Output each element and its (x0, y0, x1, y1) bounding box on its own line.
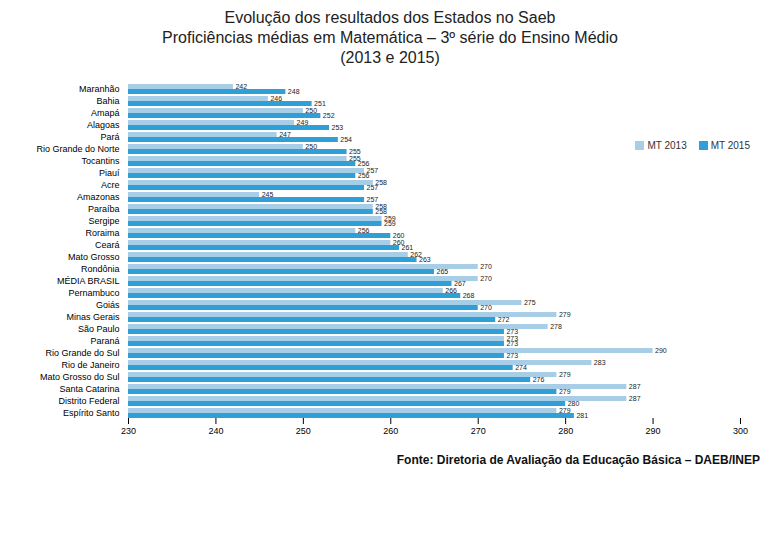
svg-text:252: 252 (323, 112, 335, 119)
svg-text:Ceará: Ceará (95, 240, 120, 250)
svg-text:250: 250 (296, 426, 311, 436)
svg-text:290: 290 (655, 347, 667, 354)
svg-text:262: 262 (410, 251, 422, 259)
svg-text:Maranhão: Maranhão (79, 84, 120, 94)
svg-text:Sergipe: Sergipe (88, 216, 119, 226)
svg-text:255: 255 (349, 148, 361, 155)
svg-text:Mato Grosso do Sul: Mato Grosso do Sul (40, 372, 120, 382)
svg-text:290: 290 (646, 426, 661, 436)
svg-text:283: 283 (594, 359, 606, 366)
svg-text:273: 273 (506, 328, 518, 335)
svg-text:266: 266 (445, 287, 457, 294)
svg-text:Goiás: Goiás (96, 300, 120, 310)
svg-text:279: 279 (559, 388, 571, 395)
svg-text:256: 256 (358, 160, 370, 167)
svg-text:253: 253 (332, 124, 344, 131)
svg-text:258: 258 (375, 208, 387, 215)
svg-text:281: 281 (576, 412, 588, 419)
svg-text:248: 248 (288, 88, 300, 95)
html-text:MT 2015: MT 2015 (710, 140, 750, 151)
svg-text:246: 246 (270, 95, 282, 102)
svg-text:273: 273 (506, 352, 518, 359)
svg-text:Amapá: Amapá (91, 108, 120, 118)
svg-text:Rondônia: Rondônia (81, 264, 120, 274)
svg-text:273: 273 (506, 335, 519, 343)
svg-text:270: 270 (480, 275, 492, 282)
svg-text:Distrito Federal: Distrito Federal (58, 396, 119, 406)
svg-text:Pernambuco: Pernambuco (68, 288, 119, 298)
svg-text:270: 270 (480, 263, 492, 270)
svg-text:Paraíba: Paraíba (88, 204, 120, 214)
svg-text:230: 230 (121, 426, 136, 436)
html-text:Evolução dos resultados dos Es: Evolução dos resultados dos Estados no S… (224, 9, 556, 26)
svg-text:279: 279 (559, 371, 571, 378)
svg-text:Roraima: Roraima (85, 228, 119, 238)
svg-text:287: 287 (629, 383, 641, 390)
svg-text:Rio de Janeiro: Rio de Janeiro (61, 360, 119, 370)
svg-text:265: 265 (437, 268, 449, 275)
svg-text:261: 261 (402, 244, 414, 251)
svg-text:Espírito Santo: Espírito Santo (63, 408, 120, 418)
svg-text:247: 247 (279, 131, 291, 138)
svg-text:Minas Gerais: Minas Gerais (66, 312, 120, 322)
html-text:(2013 e 2015): (2013 e 2015) (340, 49, 440, 66)
svg-text:Paraná: Paraná (90, 336, 119, 346)
svg-text:250: 250 (305, 107, 317, 114)
svg-text:Tocantins: Tocantins (81, 156, 120, 166)
svg-text:260: 260 (392, 239, 405, 247)
svg-text:263: 263 (419, 256, 431, 263)
svg-text:Bahia: Bahia (96, 96, 119, 106)
svg-text:Mato Grosso: Mato Grosso (68, 252, 120, 262)
svg-text:280: 280 (568, 400, 580, 407)
svg-text:274: 274 (515, 364, 527, 371)
html-text:MT 2013: MT 2013 (647, 140, 687, 151)
svg-text:245: 245 (262, 191, 274, 198)
svg-text:300: 300 (733, 426, 748, 436)
svg-text:258: 258 (375, 179, 387, 187)
svg-text:256: 256 (358, 227, 370, 234)
svg-text:São Paulo: São Paulo (78, 324, 120, 334)
svg-text:Alagoas: Alagoas (87, 120, 120, 130)
svg-text:240: 240 (208, 426, 223, 436)
svg-text:Pará: Pará (100, 132, 119, 142)
svg-text:260: 260 (383, 426, 398, 436)
svg-text:260: 260 (393, 232, 405, 239)
svg-text:259: 259 (384, 215, 396, 223)
svg-text:249: 249 (297, 119, 309, 126)
html-text:Fonte: Diretoria de Avaliação: Fonte: Diretoria de Avaliação da Educaçã… (396, 453, 760, 467)
svg-text:Rio Grande do Norte: Rio Grande do Norte (36, 144, 119, 154)
svg-text:242: 242 (235, 83, 247, 90)
svg-text:279: 279 (559, 311, 571, 318)
svg-text:Amazonas: Amazonas (77, 192, 120, 202)
svg-text:Rio Grande do Sul: Rio Grande do Sul (45, 348, 119, 358)
svg-text:Santa Catarina: Santa Catarina (59, 384, 119, 394)
svg-text:Piauí: Piauí (99, 168, 120, 178)
svg-text:279: 279 (559, 407, 571, 414)
svg-text:Acre: Acre (101, 180, 120, 190)
svg-text:270: 270 (480, 304, 492, 311)
svg-text:258: 258 (375, 203, 387, 211)
svg-text:254: 254 (340, 136, 352, 143)
svg-text:280: 280 (558, 426, 573, 436)
svg-text:251: 251 (314, 100, 326, 107)
svg-text:256: 256 (358, 172, 370, 179)
svg-text:287: 287 (629, 395, 641, 402)
svg-text:257: 257 (367, 184, 379, 191)
svg-text:276: 276 (533, 376, 545, 383)
svg-text:275: 275 (524, 299, 536, 306)
svg-text:259: 259 (384, 220, 396, 227)
svg-text:267: 267 (454, 280, 466, 287)
svg-text:255: 255 (349, 155, 361, 163)
svg-text:MÉDIA BRASIL: MÉDIA BRASIL (57, 276, 120, 286)
svg-text:278: 278 (550, 323, 562, 330)
svg-text:270: 270 (471, 426, 486, 436)
svg-text:257: 257 (366, 167, 379, 175)
svg-text:273: 273 (506, 340, 518, 347)
svg-text:257: 257 (367, 196, 379, 203)
svg-text:268: 268 (463, 292, 475, 299)
svg-text:272: 272 (498, 316, 510, 323)
svg-text:250: 250 (305, 143, 317, 150)
html-text:Proficiências médias em Matemá: Proficiências médias em Matemática – 3º … (162, 29, 618, 46)
